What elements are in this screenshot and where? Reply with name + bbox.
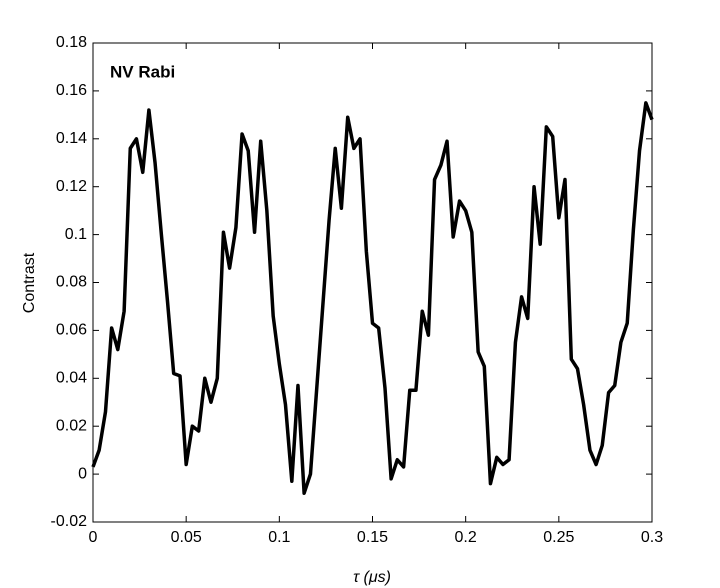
x-tick-label: 0.25 xyxy=(543,529,574,546)
data-line xyxy=(91,101,654,496)
x-tick-label: 0.1 xyxy=(268,529,290,546)
y-axis-label: Contrast xyxy=(21,252,38,313)
y-tick-label: 0.1 xyxy=(65,226,87,243)
y-tick-label: 0.14 xyxy=(56,130,87,147)
chart-title: NV Rabi xyxy=(110,62,175,81)
x-tick-label: 0.2 xyxy=(455,529,477,546)
y-tick-label: 0.06 xyxy=(56,322,87,339)
y-tick-label: 0.18 xyxy=(56,34,87,51)
y-tick-label: 0.02 xyxy=(56,417,87,434)
y-tick-label: -0.02 xyxy=(51,513,88,530)
x-tick-label: 0.05 xyxy=(171,529,202,546)
y-tick-label: 0.16 xyxy=(56,82,87,99)
x-axis-label: τ (μs) xyxy=(353,569,391,586)
y-tick-label: 0 xyxy=(78,465,87,482)
y-tick-label: 0.08 xyxy=(56,274,87,291)
x-tick-label: 0.15 xyxy=(357,529,388,546)
y-tick-label: 0.12 xyxy=(56,178,87,195)
x-tick-label: 0.3 xyxy=(641,529,663,546)
x-tick-label: 0 xyxy=(89,529,98,546)
y-tick-label: 0.04 xyxy=(56,370,87,387)
